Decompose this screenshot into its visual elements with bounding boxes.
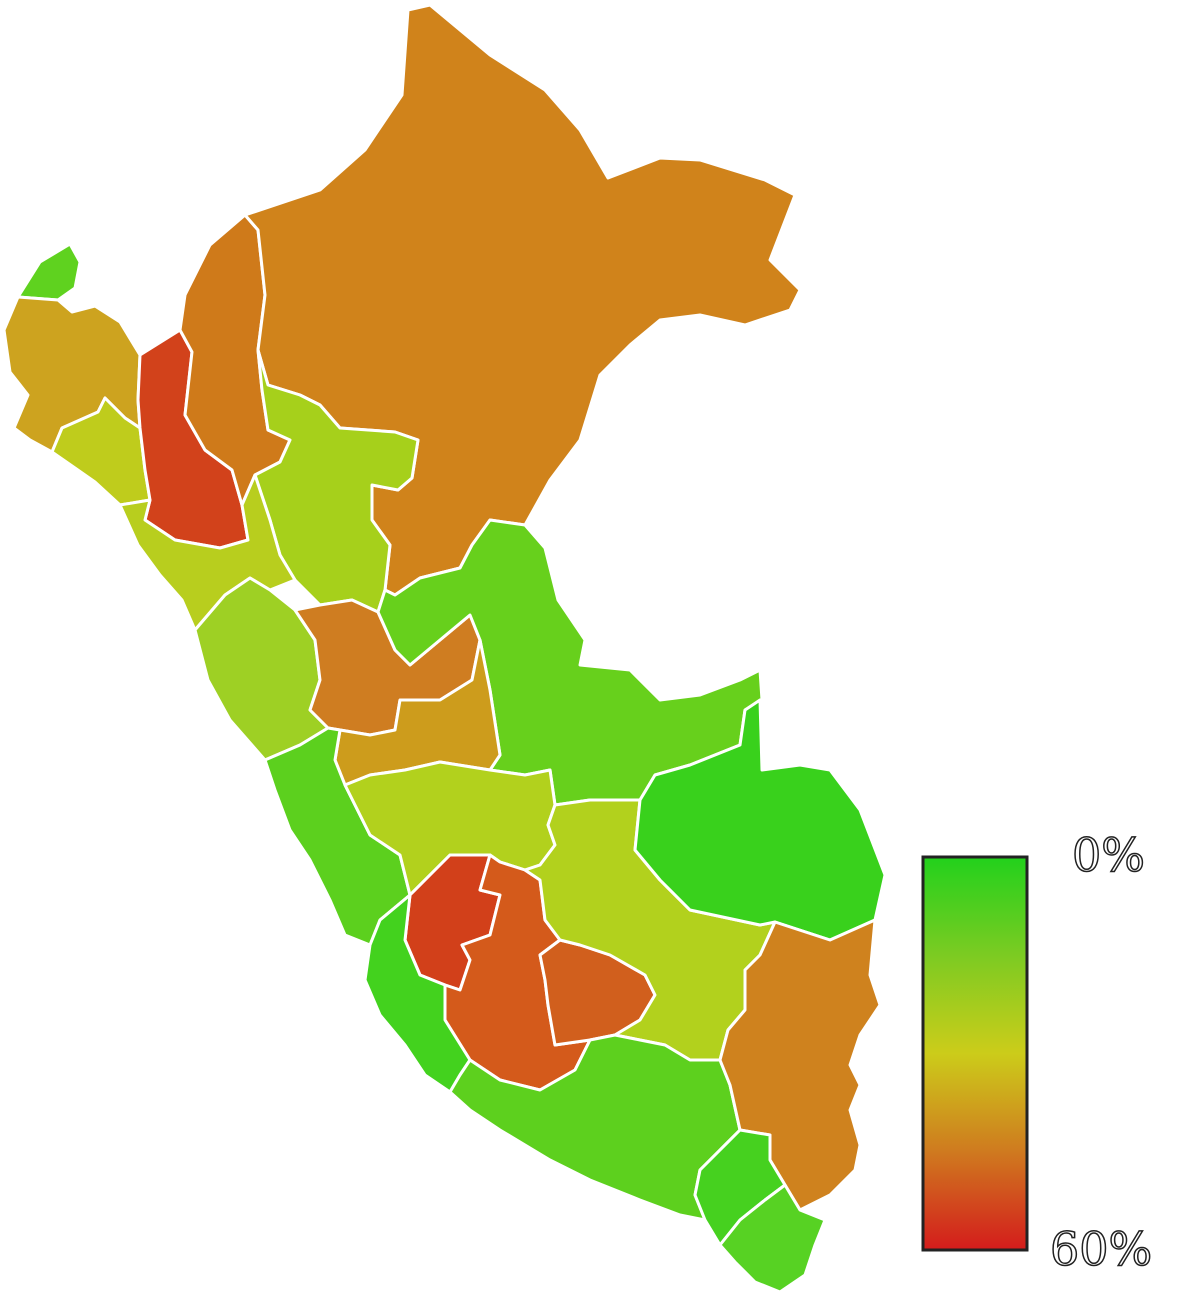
region-tumbes xyxy=(16,242,82,302)
region-ancash xyxy=(193,576,330,762)
region-puno xyxy=(718,918,882,1212)
region-la-libertad xyxy=(118,473,297,632)
region-tacna xyxy=(718,1183,827,1294)
legend-color-bar xyxy=(921,855,1029,1252)
legend-max-label: 60% xyxy=(1049,1222,1153,1276)
legend-min-label: 0% xyxy=(1071,828,1145,882)
region-madre-de-dios xyxy=(633,698,887,942)
